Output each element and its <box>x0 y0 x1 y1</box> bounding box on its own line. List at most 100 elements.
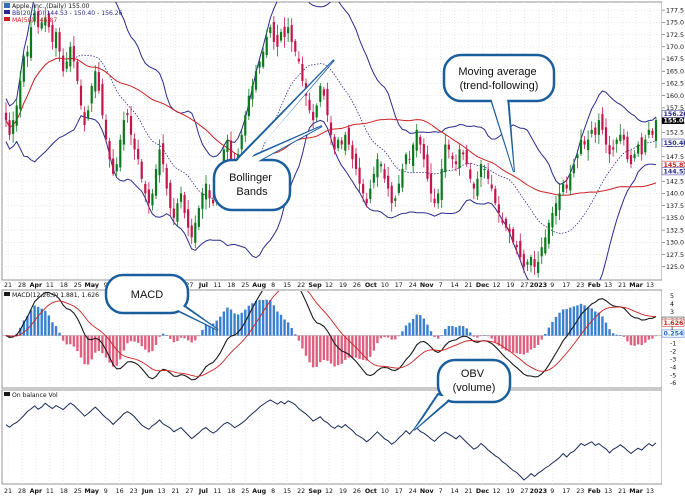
obv-legend: On balance Vol <box>4 392 58 399</box>
candle-body <box>530 257 532 265</box>
x-tick-label: 11 <box>213 282 221 289</box>
macd-histogram-bar <box>637 336 639 345</box>
candle-body <box>344 135 346 151</box>
macd-histogram-bar <box>98 336 100 351</box>
candle-body <box>444 145 446 173</box>
x-tick-label: 21 <box>465 282 473 289</box>
candle-body <box>280 32 282 40</box>
candle-body <box>619 135 621 141</box>
macd-histogram-bar <box>466 328 468 335</box>
candle-body <box>248 96 250 116</box>
x-tick-label-bottom: 23 <box>130 488 138 495</box>
x-tick-label: Nov <box>420 282 435 289</box>
x-tick-label: 26 <box>353 282 361 289</box>
macd-histogram-bar <box>198 336 200 337</box>
macd-histogram-bar <box>655 336 657 337</box>
macd-histogram-bar <box>416 315 418 336</box>
macd-histogram-bar <box>430 331 432 335</box>
candle-body <box>87 110 89 118</box>
x-tick-label-bottom: 12 <box>492 488 500 495</box>
candle-body <box>323 89 325 95</box>
legend-bb: BB(20,2.0) 144.53 - 150.40 - 156.26 <box>12 10 123 17</box>
macd-histogram-bar <box>162 334 164 336</box>
candle-body <box>119 140 121 168</box>
candle-body <box>69 47 71 67</box>
macd-histogram-bar <box>412 319 414 336</box>
candle-body <box>616 140 618 144</box>
candle-body <box>287 27 289 33</box>
macd-histogram-bar <box>233 313 235 335</box>
candle-body <box>383 169 385 179</box>
macd-histogram-bar <box>573 306 575 335</box>
x-tick-label-bottom: Dec <box>476 488 489 495</box>
price-tag-label: 156.26 <box>664 111 685 118</box>
candle-body <box>487 170 489 178</box>
candle-body <box>141 162 143 179</box>
macd-histogram-bar <box>130 336 132 342</box>
macd-histogram-bar <box>55 326 57 335</box>
x-tick-label: Jul <box>198 282 208 289</box>
price-y-tick-label: 147.5 <box>666 154 684 161</box>
candle-body <box>244 115 246 135</box>
macd-y-tick-label: -5 <box>670 372 676 379</box>
x-tick-label-bottom: 23 <box>576 488 584 495</box>
candle-body <box>394 198 396 201</box>
price-y-tick-label: 165.0 <box>666 68 684 75</box>
candle-body <box>451 156 453 159</box>
macd-legend: MACD(12,26,9) 1.881, 1.626 <box>4 292 99 299</box>
candle-body <box>598 120 600 135</box>
x-tick-label-bottom: 17 <box>562 488 570 495</box>
candle-body <box>330 122 332 134</box>
macd-histogram-bar <box>344 336 346 360</box>
candle-body <box>169 183 171 208</box>
candle-body <box>308 100 310 110</box>
x-tick-label: 24 <box>409 282 417 289</box>
candle-body <box>148 189 150 203</box>
candle-body <box>144 184 146 194</box>
macd-histogram-bar <box>641 336 643 345</box>
macd-histogram-bar <box>630 336 632 346</box>
candle-body <box>537 262 539 273</box>
x-tick-label-bottom: 10 <box>381 488 389 495</box>
price-y-tick-label: 140.0 <box>666 191 684 198</box>
candle-body <box>298 59 300 62</box>
macd-histogram-bar <box>148 336 150 353</box>
macd-histogram-bar <box>155 336 157 345</box>
macd-histogram-bar <box>508 336 510 352</box>
macd-histogram-bar <box>351 336 353 358</box>
macd-histogram-bar <box>619 335 621 336</box>
macd-histogram-bar <box>201 330 203 336</box>
candle-body <box>269 27 271 33</box>
candle-body <box>212 200 214 204</box>
candle-body <box>623 135 625 140</box>
macd-histogram-bar <box>423 319 425 336</box>
macd-histogram-bar <box>105 336 107 358</box>
macd-histogram-bar <box>594 312 596 336</box>
candle-body <box>55 32 57 48</box>
price-tag-label: 150.40 <box>664 140 685 147</box>
macd-histogram-bar <box>241 313 243 336</box>
macd-histogram-bar <box>558 313 560 336</box>
macd-histogram-bar <box>269 300 271 335</box>
legend-title: Apple, Inc. (Daily) 155.00 <box>12 3 90 10</box>
macd-histogram-bar <box>137 336 139 343</box>
candle-body <box>16 105 18 125</box>
candle-body <box>580 140 582 154</box>
macd-histogram-bar <box>262 300 264 336</box>
price-y-tick-label: 160.0 <box>666 93 684 100</box>
candle-body <box>51 25 53 42</box>
macd-histogram-bar <box>69 336 71 345</box>
macd-histogram-bar <box>401 331 403 335</box>
macd-histogram-bar <box>601 316 603 335</box>
macd-histogram-bar <box>605 323 607 336</box>
price-y-tick-label: 152.5 <box>666 130 684 137</box>
candle-body <box>494 189 496 203</box>
candle-body <box>594 128 596 135</box>
candle-body <box>401 169 403 188</box>
macd-histogram-bar <box>133 336 135 342</box>
candle-body <box>408 159 410 160</box>
macd-histogram-bar <box>555 317 557 336</box>
candle-body <box>551 213 553 227</box>
x-tick-label: Dec <box>476 282 489 289</box>
